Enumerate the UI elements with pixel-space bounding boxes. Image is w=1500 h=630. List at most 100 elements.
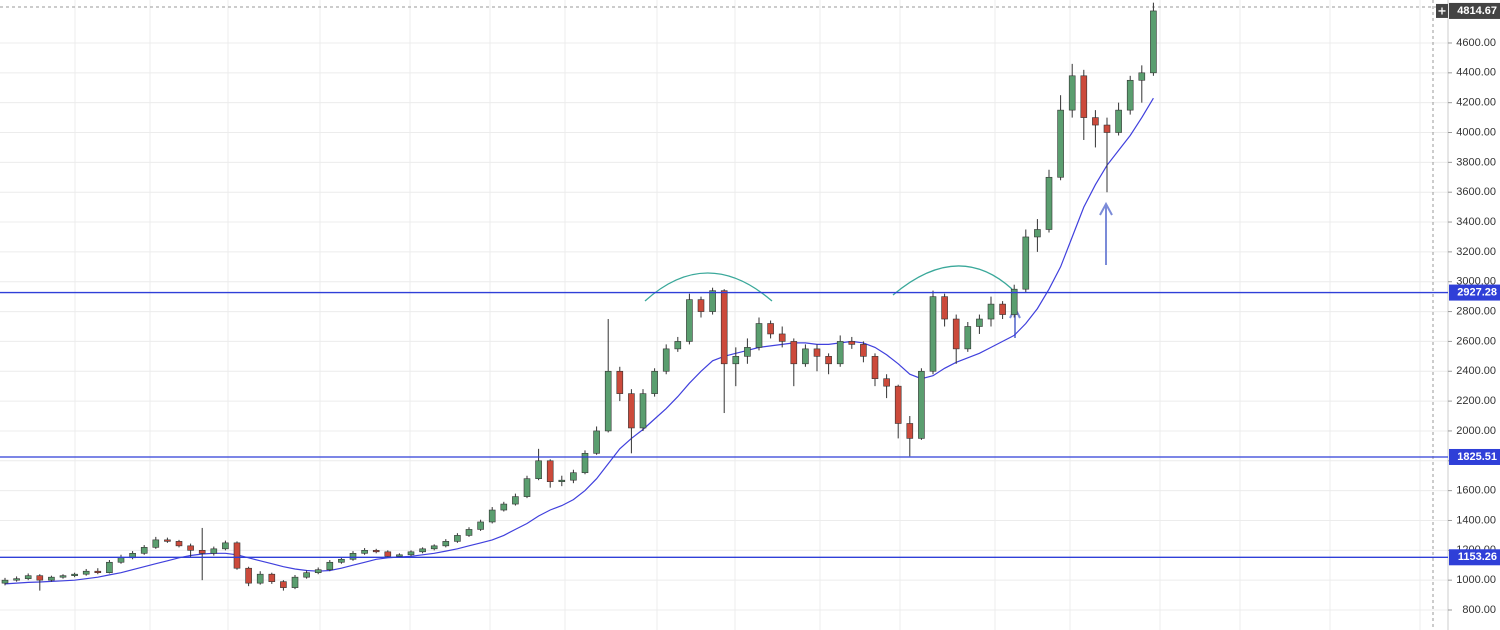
candle-body — [222, 542, 229, 550]
candle-body — [82, 570, 90, 575]
level-tag-box — [1449, 284, 1500, 301]
level-label: 1825.51 — [1457, 451, 1497, 463]
candle-body — [709, 290, 716, 312]
candle-body — [59, 575, 67, 578]
candle-body — [802, 348, 809, 365]
y-tick-label: 2400.00 — [1456, 365, 1496, 377]
candle-body — [48, 576, 55, 581]
candle-body — [233, 542, 241, 569]
level-tag: 1825.51 — [1449, 448, 1500, 465]
candle-body — [628, 393, 635, 429]
candle-body — [349, 553, 357, 560]
last-price-box — [1449, 2, 1500, 19]
candle-body — [1034, 229, 1041, 238]
candle-body — [639, 393, 647, 429]
candle-body — [152, 539, 160, 548]
candle-body — [1092, 117, 1099, 126]
candle-body — [744, 347, 751, 357]
candle-body — [581, 453, 589, 474]
candle-body — [1068, 75, 1076, 111]
candle-body — [604, 370, 612, 432]
candle-body — [314, 569, 322, 574]
candle-body — [465, 529, 473, 536]
candle-body — [987, 303, 995, 320]
moving-average — [4, 97, 1154, 585]
candle-body — [558, 479, 566, 482]
candle-body — [697, 299, 705, 312]
y-tick-label: 3400.00 — [1456, 216, 1496, 228]
candle-body — [36, 575, 44, 581]
y-tick-label: 800.00 — [1462, 604, 1496, 616]
arc-annotation — [644, 272, 773, 302]
candle-body — [1057, 109, 1064, 178]
candle-body — [1115, 109, 1122, 133]
candle-body — [280, 581, 287, 588]
candle-body — [71, 573, 78, 576]
candle-body — [1103, 124, 1111, 133]
candle-body — [767, 323, 774, 335]
level-tag-box — [1449, 448, 1500, 465]
candle-body — [999, 303, 1006, 315]
candle-body — [245, 567, 252, 584]
candle-body — [1080, 75, 1088, 118]
candle-body — [256, 573, 264, 584]
candle-body — [419, 548, 426, 553]
candle-body — [1138, 72, 1146, 81]
candle-body — [396, 554, 403, 557]
add-button[interactable] — [1436, 3, 1448, 18]
candle-body — [732, 356, 740, 365]
candle-body — [303, 572, 310, 578]
candle-body — [929, 296, 937, 372]
candle-body — [361, 550, 368, 554]
candle-body — [477, 521, 484, 530]
candle-body — [442, 541, 450, 547]
candle-body — [1045, 176, 1053, 230]
y-tick-label: 3800.00 — [1456, 156, 1496, 168]
level-tag: 1153.26 — [1449, 549, 1500, 566]
candle-body — [836, 341, 844, 365]
candle-body — [825, 356, 832, 365]
candle-body — [651, 370, 658, 394]
candle-body — [755, 323, 763, 348]
y-tick-label: 2800.00 — [1456, 305, 1496, 317]
candle-body — [523, 478, 531, 497]
y-tick-label: 4600.00 — [1456, 37, 1496, 49]
candle-body — [117, 557, 125, 563]
candle-body — [1022, 236, 1030, 290]
candle-body — [546, 460, 554, 482]
candle-body — [94, 570, 102, 574]
level-tag: 2927.28 — [1449, 284, 1500, 301]
candle-body — [384, 551, 392, 557]
candle-body — [906, 423, 914, 439]
candle-body — [674, 341, 682, 350]
candle-body — [720, 290, 728, 365]
candle-body — [964, 326, 972, 350]
candle-body — [813, 348, 821, 357]
candle-body — [268, 573, 276, 582]
candle-body — [593, 430, 600, 454]
arc-annotation — [892, 265, 1013, 296]
candle-body — [140, 547, 148, 554]
last-price-label: 4814.67 — [1457, 5, 1497, 17]
candle-body — [488, 509, 496, 523]
y-tick-label: 1400.00 — [1456, 514, 1496, 526]
candle-body — [848, 341, 856, 345]
candle-body — [1010, 288, 1018, 315]
candle-body — [454, 535, 461, 542]
y-tick-label: 4000.00 — [1456, 126, 1496, 138]
y-tick-label: 1600.00 — [1456, 485, 1496, 497]
candle-body — [291, 576, 299, 588]
candle-body — [13, 578, 20, 581]
candle-body — [952, 318, 960, 350]
arrow-annotation — [1099, 201, 1113, 265]
y-tick-label: 2000.00 — [1456, 425, 1496, 437]
last-price-tag: 4814.67 — [1449, 2, 1500, 19]
add-button-icon — [1438, 7, 1446, 15]
level-label: 1153.26 — [1458, 551, 1497, 563]
candle-body — [616, 370, 624, 394]
candle-body — [338, 558, 345, 563]
candle-body — [686, 299, 693, 342]
candle-body — [187, 545, 194, 551]
y-tick-label: 4200.00 — [1456, 97, 1496, 109]
candle-body — [24, 575, 32, 579]
